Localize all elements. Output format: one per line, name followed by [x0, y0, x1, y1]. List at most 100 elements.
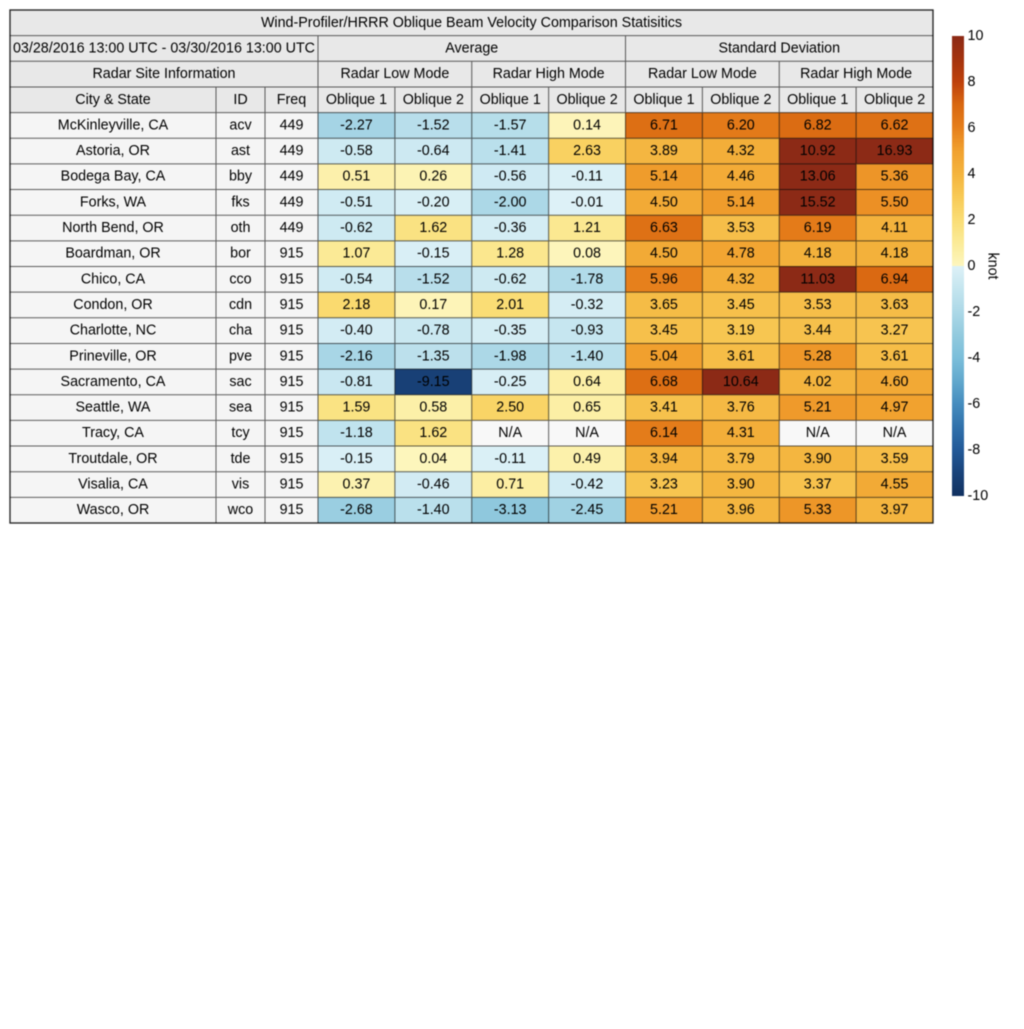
svg-text:-1.52: -1.52 [417, 271, 450, 287]
svg-text:City & State: City & State [75, 92, 151, 108]
svg-text:3.79: 3.79 [727, 451, 755, 467]
svg-text:tde: tde [231, 451, 251, 467]
svg-text:1.62: 1.62 [419, 220, 447, 236]
svg-text:4.31: 4.31 [727, 425, 755, 441]
svg-text:sac: sac [229, 374, 251, 390]
svg-text:1.07: 1.07 [343, 246, 371, 262]
svg-text:Wasco, OR: Wasco, OR [77, 502, 150, 518]
svg-text:1.62: 1.62 [419, 425, 447, 441]
svg-text:915: 915 [280, 451, 304, 467]
svg-text:N/A: N/A [498, 425, 522, 441]
svg-text:Sacramento, CA: Sacramento, CA [61, 374, 166, 390]
svg-text:0.51: 0.51 [343, 169, 371, 185]
svg-text:6: 6 [968, 120, 976, 136]
svg-text:-2.45: -2.45 [571, 502, 604, 518]
svg-text:Prineville, OR: Prineville, OR [69, 348, 156, 364]
svg-text:-2.27: -2.27 [340, 117, 373, 133]
svg-text:3.45: 3.45 [727, 297, 755, 313]
svg-text:-0.20: -0.20 [417, 194, 450, 210]
svg-text:N/A: N/A [575, 425, 599, 441]
svg-text:2.63: 2.63 [573, 143, 601, 159]
svg-text:6.20: 6.20 [727, 117, 755, 133]
svg-text:Charlotte, NC: Charlotte, NC [70, 323, 157, 339]
svg-text:5.14: 5.14 [650, 169, 678, 185]
svg-text:0.17: 0.17 [419, 297, 447, 313]
svg-text:Standard Deviation: Standard Deviation [718, 40, 840, 56]
svg-text:Bodega Bay, CA: Bodega Bay, CA [61, 169, 166, 185]
svg-text:8: 8 [968, 74, 976, 90]
svg-text:Oblique 2: Oblique 2 [556, 92, 617, 108]
svg-text:-0.15: -0.15 [417, 246, 450, 262]
svg-text:oth: oth [231, 220, 251, 236]
svg-text:0.49: 0.49 [573, 451, 601, 467]
svg-text:3.96: 3.96 [727, 502, 755, 518]
svg-text:6.14: 6.14 [650, 425, 678, 441]
svg-text:-0.15: -0.15 [340, 451, 373, 467]
svg-text:-0.32: -0.32 [571, 297, 604, 313]
svg-text:Average: Average [445, 40, 498, 56]
svg-text:-0.81: -0.81 [340, 374, 373, 390]
svg-text:-1.57: -1.57 [494, 117, 527, 133]
svg-text:1.59: 1.59 [343, 400, 371, 416]
svg-text:-8: -8 [968, 442, 981, 458]
svg-text:4.02: 4.02 [804, 374, 832, 390]
svg-text:2: 2 [968, 212, 976, 228]
svg-text:-0.58: -0.58 [340, 143, 373, 159]
svg-text:6.19: 6.19 [804, 220, 832, 236]
svg-text:2.01: 2.01 [496, 297, 524, 313]
svg-text:915: 915 [280, 425, 304, 441]
svg-text:vis: vis [232, 477, 249, 493]
svg-text:-4: -4 [968, 350, 981, 366]
svg-text:2.18: 2.18 [343, 297, 371, 313]
svg-text:Radar Site Information: Radar Site Information [92, 66, 235, 82]
svg-text:-0.62: -0.62 [494, 271, 527, 287]
svg-text:4.18: 4.18 [804, 246, 832, 262]
svg-text:-0.35: -0.35 [494, 323, 527, 339]
svg-text:Radar High Mode: Radar High Mode [800, 66, 912, 82]
svg-text:-2.00: -2.00 [494, 194, 527, 210]
svg-text:cco: cco [229, 271, 251, 287]
svg-text:5.21: 5.21 [650, 502, 678, 518]
svg-text:cdn: cdn [229, 297, 252, 313]
svg-text:North Bend, OR: North Bend, OR [62, 220, 164, 236]
svg-text:6.63: 6.63 [650, 220, 678, 236]
svg-text:4.18: 4.18 [881, 246, 909, 262]
svg-text:-0.25: -0.25 [494, 374, 527, 390]
svg-text:-0.40: -0.40 [340, 323, 373, 339]
svg-text:Oblique 1: Oblique 1 [633, 92, 694, 108]
svg-text:Boardman, OR: Boardman, OR [65, 246, 160, 262]
svg-text:2.50: 2.50 [496, 400, 524, 416]
svg-text:915: 915 [280, 246, 304, 262]
svg-text:4.11: 4.11 [881, 220, 908, 236]
svg-text:3.44: 3.44 [804, 323, 832, 339]
svg-text:-1.40: -1.40 [571, 348, 604, 364]
svg-text:4.46: 4.46 [727, 169, 755, 185]
svg-text:Wind-Profiler/HRRR Oblique Bea: Wind-Profiler/HRRR Oblique Beam Velocity… [261, 15, 682, 31]
svg-text:-0.11: -0.11 [494, 451, 526, 467]
svg-text:-2: -2 [968, 304, 981, 320]
svg-text:Oblique 1: Oblique 1 [326, 92, 387, 108]
svg-text:3.23: 3.23 [650, 477, 678, 493]
svg-text:-0.54: -0.54 [340, 271, 373, 287]
svg-text:3.19: 3.19 [727, 323, 755, 339]
svg-text:Freq: Freq [277, 92, 306, 108]
svg-text:-0.78: -0.78 [417, 323, 450, 339]
svg-text:cha: cha [229, 323, 252, 339]
svg-text:3.90: 3.90 [804, 451, 832, 467]
svg-text:5.33: 5.33 [804, 502, 832, 518]
svg-text:0.64: 0.64 [573, 374, 601, 390]
svg-text:pve: pve [229, 348, 252, 364]
svg-text:3.61: 3.61 [881, 348, 909, 364]
svg-text:Oblique 1: Oblique 1 [480, 92, 541, 108]
svg-text:Visalia, CA: Visalia, CA [78, 477, 148, 493]
svg-text:N/A: N/A [883, 425, 907, 441]
svg-text:915: 915 [280, 297, 304, 313]
svg-text:ID: ID [233, 92, 247, 108]
svg-text:5.21: 5.21 [804, 400, 832, 416]
svg-text:5.36: 5.36 [881, 169, 909, 185]
svg-text:16.93: 16.93 [877, 143, 913, 159]
svg-text:6.62: 6.62 [881, 117, 909, 133]
svg-text:4.55: 4.55 [881, 477, 909, 493]
svg-text:3.89: 3.89 [650, 143, 678, 159]
svg-text:Oblique 2: Oblique 2 [403, 92, 464, 108]
